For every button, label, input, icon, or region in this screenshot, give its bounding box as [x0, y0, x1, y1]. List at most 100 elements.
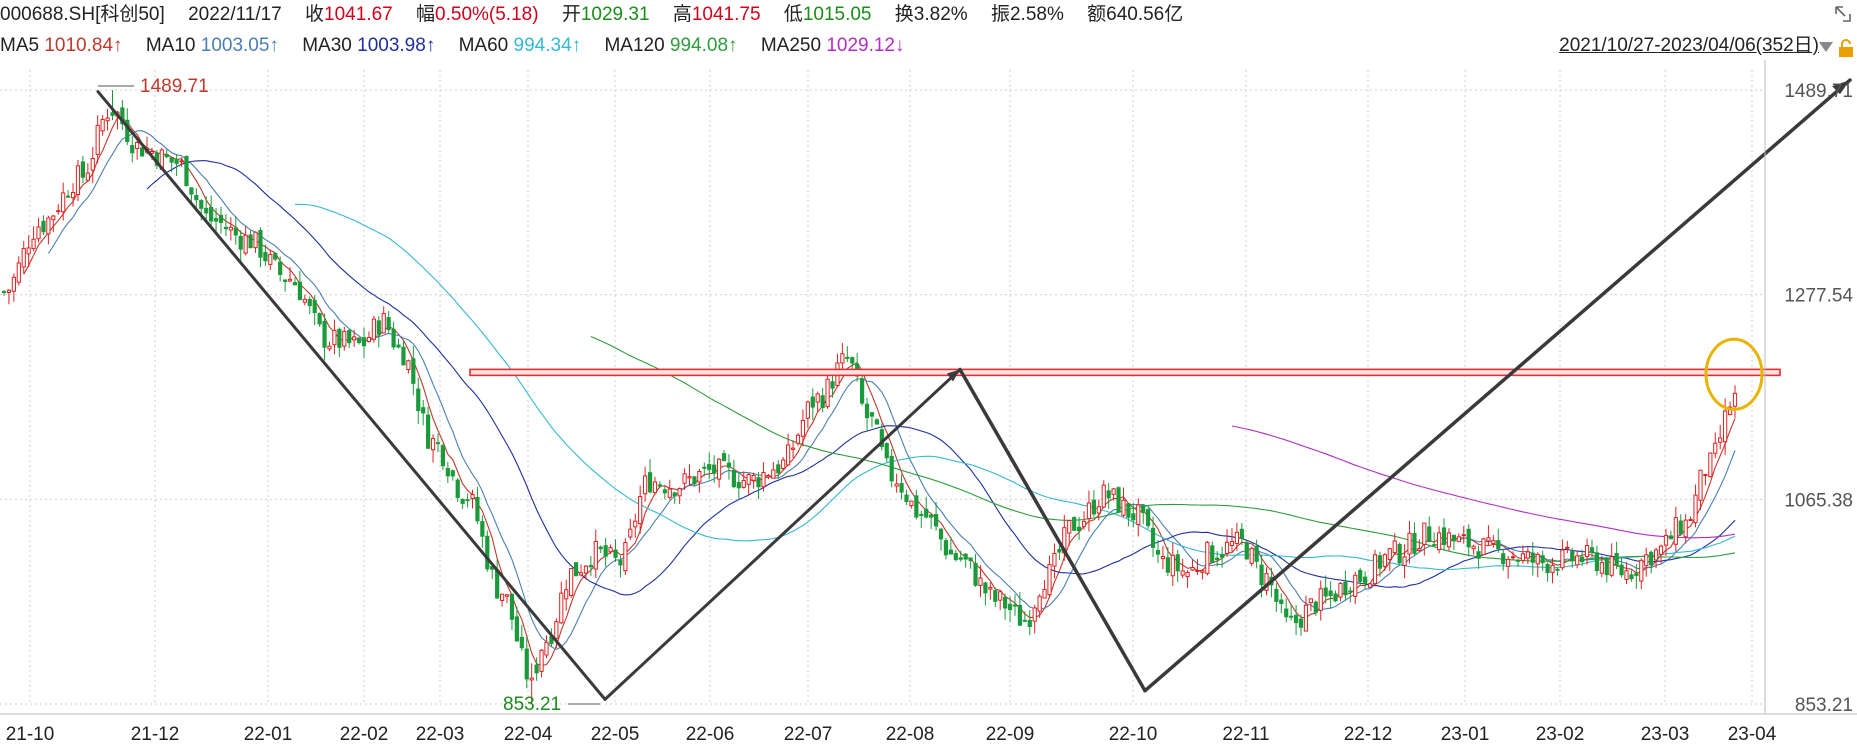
candle — [85, 163, 90, 183]
dropdown-arrow-icon[interactable] — [1819, 42, 1833, 52]
x-tick-label: 22-06 — [686, 724, 735, 745]
candle — [830, 372, 835, 398]
ma120-value: 994.08↑ — [669, 35, 738, 56]
candle — [1545, 562, 1550, 582]
candle — [652, 476, 658, 495]
candle — [430, 434, 436, 463]
high-label: 高 — [672, 4, 692, 25]
candle-body — [1076, 526, 1082, 532]
candle — [1323, 575, 1328, 604]
x-tick-label: 22-04 — [504, 724, 553, 745]
candle — [238, 230, 243, 263]
annotations: 1489.71 853.21 — [96, 76, 1852, 715]
candle — [1501, 548, 1506, 571]
candle-body — [712, 464, 717, 474]
candle — [608, 544, 613, 555]
low-value: 1015.05 — [802, 4, 872, 25]
candle — [66, 190, 71, 198]
candle — [391, 321, 396, 350]
trend-line — [603, 367, 962, 701]
candle — [1279, 593, 1284, 614]
candle-body — [189, 187, 194, 195]
candle — [1220, 546, 1225, 568]
candle-body — [470, 494, 475, 499]
candle-body — [1530, 552, 1535, 563]
candle — [879, 423, 884, 451]
amplitude-value: 2.58% — [1009, 4, 1064, 25]
candle-body — [21, 248, 26, 268]
candle-body — [366, 337, 372, 343]
expand-icon[interactable] — [1833, 4, 1853, 24]
moving-averages — [23, 117, 1736, 667]
candle-body — [830, 381, 835, 389]
candle-body — [1501, 553, 1506, 565]
candle — [139, 146, 145, 157]
candle — [302, 294, 307, 306]
candle-body — [445, 467, 450, 477]
candle-body — [1629, 574, 1634, 580]
candle-body — [1298, 618, 1304, 628]
candle-body — [840, 353, 845, 364]
candle-body — [1589, 547, 1595, 553]
x-tick-label: 23-02 — [1536, 724, 1585, 745]
candle — [46, 215, 51, 245]
candle — [253, 231, 258, 253]
quote-date: 2022/11/17 — [188, 4, 282, 25]
candle-body — [1427, 526, 1432, 542]
candle — [1599, 555, 1604, 578]
candle-body — [361, 337, 367, 347]
candle-body — [1007, 603, 1013, 611]
ma60-name: MA60 — [458, 35, 509, 56]
candle-body — [702, 466, 707, 469]
candle-body — [1126, 503, 1131, 518]
candle — [1629, 570, 1634, 582]
x-tick-label: 22-07 — [784, 724, 833, 745]
candle-body — [480, 521, 485, 537]
ma5-name: MA5 — [0, 35, 40, 56]
candle — [933, 502, 939, 531]
candle — [1170, 542, 1175, 587]
candle-body — [647, 472, 653, 493]
candle — [914, 489, 919, 520]
candle-body — [396, 344, 401, 348]
candle-body — [1496, 540, 1501, 550]
candle-body — [786, 444, 791, 466]
candle — [909, 500, 914, 509]
candle-body — [411, 358, 416, 384]
candle-body — [110, 112, 115, 116]
candle-body — [514, 616, 519, 642]
candle — [1249, 546, 1254, 567]
low-label: 低 — [783, 4, 803, 25]
candle-body — [1224, 541, 1230, 554]
date-range-selector[interactable]: 2021/10/27-2023/04/06(352日) — [1559, 35, 1819, 56]
candle — [1634, 564, 1639, 589]
candle-body — [1, 291, 7, 294]
candle-body — [287, 278, 293, 282]
candle — [80, 155, 86, 184]
candle-body — [978, 577, 983, 586]
candle — [90, 146, 95, 184]
candle — [534, 657, 539, 681]
candle — [712, 455, 717, 483]
y-tick-label: 1277.54 — [1784, 286, 1853, 307]
candle-body — [1377, 555, 1383, 569]
candle-body — [993, 590, 998, 602]
candle — [1146, 507, 1151, 529]
candle — [514, 606, 519, 642]
candle — [268, 249, 273, 271]
candle-body — [302, 298, 307, 303]
candle-body — [1407, 532, 1412, 555]
candle-body — [544, 641, 549, 656]
candle — [1289, 604, 1294, 621]
candle — [6, 289, 12, 305]
candle-body — [184, 156, 189, 187]
candle — [573, 562, 579, 577]
candle-body — [894, 483, 899, 487]
candle — [1486, 525, 1491, 547]
candle — [465, 493, 470, 508]
candle-body — [1491, 540, 1496, 544]
lock-icon[interactable] — [1837, 38, 1855, 58]
candle — [1387, 547, 1392, 572]
candle-body — [1634, 573, 1639, 577]
